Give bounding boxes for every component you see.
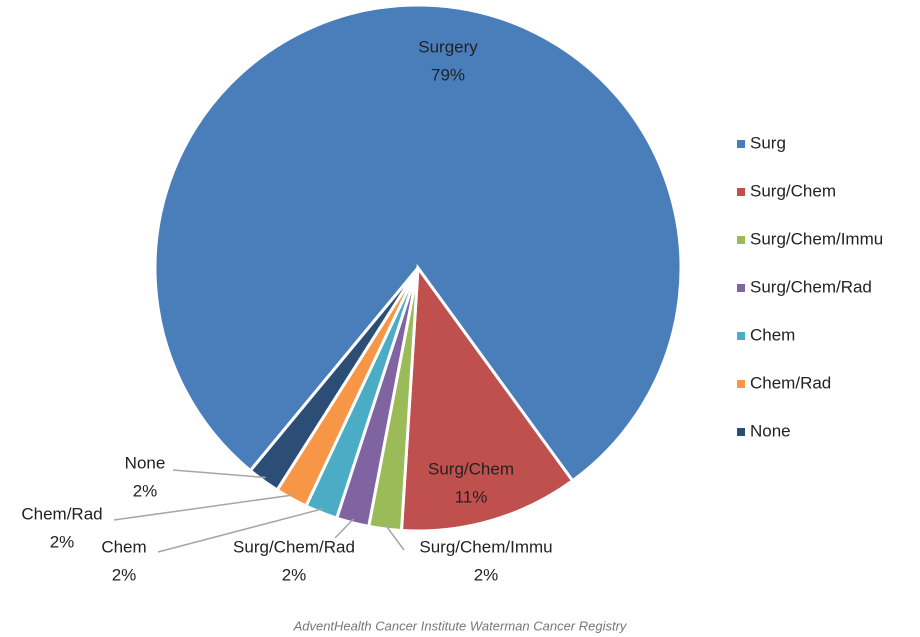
slice-value-label: 2% [50, 532, 75, 551]
legend-swatch [737, 188, 745, 196]
legend-swatch [737, 284, 745, 292]
legend-label: Chem [750, 325, 795, 344]
slice [153, 3, 683, 483]
slice-label: Surg/Chem [428, 459, 514, 478]
slice-label: Surg/Chem/Rad [233, 537, 355, 556]
slice [399, 263, 575, 533]
slice-label: Chem/Rad [21, 504, 102, 523]
source-note: AdventHealth Cancer Institute Waterman C… [293, 618, 628, 633]
slice [248, 267, 420, 493]
legend-label: Surg [750, 133, 786, 152]
legend-label: Chem/Rad [750, 373, 831, 392]
leader-line [334, 518, 355, 539]
slice-label: None [125, 453, 166, 472]
slice-label: Surg/Chem/Immu [419, 537, 552, 556]
leader-line [157, 508, 323, 553]
slice-value-label: 79% [431, 65, 465, 84]
slice-value-label: 11% [455, 487, 488, 506]
legend-swatch [737, 428, 745, 436]
slice-label: Chem [101, 537, 146, 556]
slice-label: Surgery [418, 37, 478, 56]
legend-swatch [737, 380, 745, 388]
leader-line [384, 524, 405, 551]
legend-swatch [737, 140, 745, 148]
leader-line [113, 494, 294, 521]
slice-value-label: 2% [112, 565, 137, 584]
legend-label: Surg/Chem/Immu [750, 229, 883, 248]
legend-swatch [737, 332, 745, 340]
slice-value-label: 2% [133, 481, 158, 500]
legend-label: None [750, 421, 791, 440]
slice-value-label: 2% [474, 565, 499, 584]
leader-line [172, 469, 266, 479]
legend-label: Surg/Chem [750, 181, 836, 200]
legend-label: Surg/Chem/Rad [750, 277, 872, 296]
slice-value-label: 2% [282, 565, 307, 584]
legend-swatch [737, 236, 745, 244]
